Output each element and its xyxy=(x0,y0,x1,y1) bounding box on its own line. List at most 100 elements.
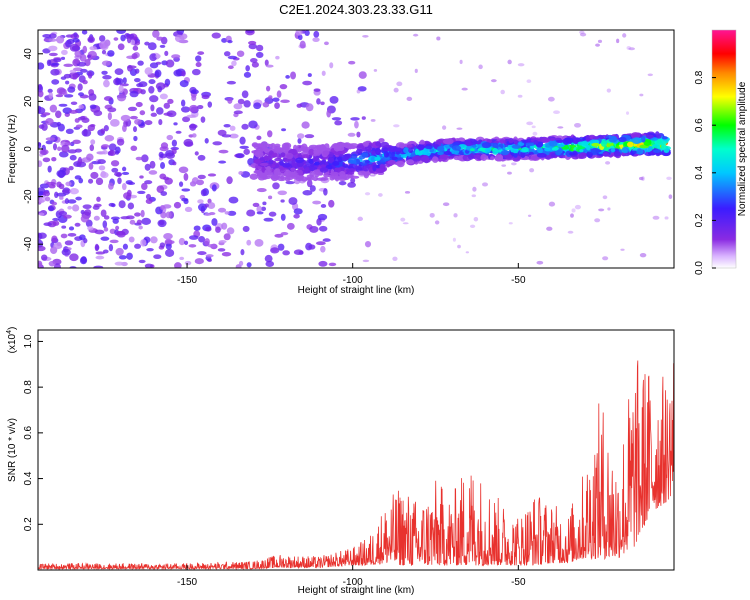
heatmap-blob xyxy=(61,248,71,256)
heatmap-blob xyxy=(272,182,280,190)
heatmap-blob xyxy=(152,30,160,38)
heatmap-blob xyxy=(229,133,239,139)
heatmap-blob xyxy=(396,154,402,158)
heatmap-blob xyxy=(302,154,310,159)
heatmap-blob xyxy=(594,218,601,223)
heatmap-blob xyxy=(464,139,472,145)
heatmap-blob xyxy=(309,170,315,178)
heatmap-blob xyxy=(138,225,143,230)
heatmap-blob xyxy=(115,225,120,231)
heatmap-blob xyxy=(79,53,87,62)
heatmap-blob xyxy=(93,215,100,221)
heatmap-blob xyxy=(510,147,519,154)
heatmap-blob xyxy=(45,118,54,126)
heatmap-blob xyxy=(437,151,444,156)
heatmap-blob xyxy=(277,190,288,196)
snr-multiplier-base: (x10 xyxy=(7,333,18,353)
heatmap-blob xyxy=(195,62,202,68)
heatmap-blob xyxy=(67,205,73,210)
heatmap-blob xyxy=(127,106,138,112)
heatmap-blob xyxy=(47,165,52,173)
heatmap-blob xyxy=(274,233,284,238)
heatmap-blob xyxy=(296,148,302,153)
heatmap-blob xyxy=(404,190,411,194)
heatmap-blob xyxy=(125,215,135,220)
heatmap-blob xyxy=(282,147,289,151)
heatmap-blob xyxy=(280,152,286,158)
heatmap-blob xyxy=(406,96,413,101)
heatmap-blob xyxy=(138,81,148,88)
heatmap-blob xyxy=(249,173,259,180)
heatmap-blob xyxy=(571,208,576,213)
heatmap-blob xyxy=(302,190,313,196)
heatmap-blob xyxy=(102,249,109,254)
heatmap-blob xyxy=(89,46,97,51)
heatmap-blob xyxy=(158,151,164,158)
heatmap-blob xyxy=(341,156,349,162)
heatmap-blob xyxy=(89,144,95,152)
heatmap-blob xyxy=(395,151,401,155)
heatmap-blob xyxy=(130,39,136,46)
heatmap-blob xyxy=(469,224,476,228)
heatmap-blob xyxy=(233,103,243,110)
heatmap-blob xyxy=(286,222,295,230)
heatmap-blob xyxy=(315,241,326,246)
heatmap-blob xyxy=(41,254,48,261)
heatmap-blob xyxy=(280,213,286,221)
heatmap-blob xyxy=(309,185,316,192)
heatmap-blob xyxy=(246,239,252,246)
heatmap-blob xyxy=(148,170,158,175)
heatmap-blob xyxy=(186,114,196,118)
heatmap-blob xyxy=(264,59,269,67)
heatmap-blob xyxy=(480,154,488,161)
heatmap-blob xyxy=(472,186,477,192)
heatmap-blob xyxy=(101,144,110,149)
heatmap-blob xyxy=(197,199,204,204)
colorbar-gradient xyxy=(712,30,736,268)
snr-y-ticks: 0.2 0.4 0.6 0.8 1.0 xyxy=(23,334,43,531)
heatmap-blob xyxy=(274,145,281,151)
heatmap-blob xyxy=(304,30,310,36)
heatmap-blob xyxy=(127,181,136,186)
heatmap-blob xyxy=(459,59,463,65)
heatmap-blob xyxy=(46,59,52,67)
heatmap-blob xyxy=(110,160,120,167)
heatmap-blob xyxy=(46,181,56,186)
heatmap-blob xyxy=(557,126,564,129)
heatmap-blob xyxy=(65,181,72,187)
heatmap-blob xyxy=(224,211,230,215)
heatmap-blob xyxy=(631,137,642,144)
heatmap-blob xyxy=(452,142,461,146)
heatmap-blob xyxy=(436,145,445,152)
heatmap-blob xyxy=(378,138,385,143)
heatmap-blob xyxy=(393,124,400,128)
heatmap-blob xyxy=(67,149,77,154)
heatmap-blob xyxy=(56,169,67,178)
heatmap-blob xyxy=(470,148,475,152)
heatmap-blob xyxy=(100,128,106,134)
heatmap-blob xyxy=(375,168,385,174)
heatmap-blob xyxy=(324,41,329,46)
heatmap-blob xyxy=(74,50,82,58)
heatmap-blob xyxy=(166,134,174,141)
heatmap-blob xyxy=(245,65,250,72)
heatmap-blob xyxy=(122,124,127,132)
heatmap-blob xyxy=(320,245,326,253)
heatmap-blob xyxy=(227,55,238,60)
heatmap-blob xyxy=(439,154,449,159)
heatmap-blob xyxy=(592,136,600,140)
heatmap-blob xyxy=(141,154,149,163)
heatmap-blob xyxy=(290,167,296,172)
heatmap-blob xyxy=(127,202,135,210)
heatmap-blob xyxy=(652,215,660,220)
heatmap-blob xyxy=(238,260,244,266)
heatmap-blob xyxy=(574,204,581,210)
heatmap-blob xyxy=(159,242,166,248)
heatmap-blob xyxy=(156,107,164,115)
heatmap-blob xyxy=(546,226,553,231)
heatmap-blob xyxy=(608,135,618,143)
heatmap-blob xyxy=(81,30,88,35)
heatmap-blob xyxy=(301,143,308,150)
heatmap-blob xyxy=(361,165,370,172)
